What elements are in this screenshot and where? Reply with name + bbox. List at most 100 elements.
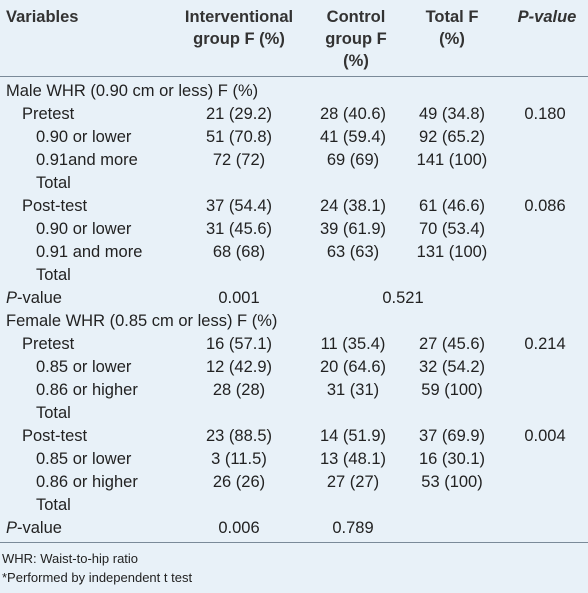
total-cell: 27 (45.6)	[418, 335, 486, 353]
header-interventional-line2: group F (%)	[193, 30, 285, 48]
table-row: Male WHR (0.90 cm or less) F (%)	[0, 80, 588, 103]
header-total-line2: (%)	[439, 30, 465, 48]
table-row: Female WHR (0.85 cm or less) F (%)	[0, 310, 588, 333]
table-row: 0.85 or lower 3 (11.5) 13 (48.1) 16 (30.1)	[0, 448, 588, 471]
total-cell: 59 (100)	[421, 381, 483, 399]
table-row: 0.91 and more 68 (68) 63 (63) 131 (100)	[0, 241, 588, 264]
pvalue-cell: 0.180	[524, 105, 566, 123]
row-label: Female WHR (0.85 cm or less) F (%)	[6, 312, 278, 330]
pvalue-control-cell: 0.521	[382, 289, 424, 307]
control-cell: 27 (27)	[326, 473, 380, 491]
pvalue-cell: 0.004	[524, 427, 566, 445]
footnote-whr: WHR: Waist-to-hip ratio	[2, 551, 139, 566]
table-row: 0.86 or higher 28 (28) 31 (31) 59 (100)	[0, 379, 588, 402]
table-row: Total	[0, 402, 588, 425]
control-cell: 39 (61.9)	[319, 220, 387, 238]
table-row: Post-test 23 (88.5) 14 (51.9) 37 (69.9) 0.00…	[0, 425, 588, 448]
row-label: 0.86 or higher	[36, 473, 138, 491]
header-interventional: Interventional group F (%)	[176, 6, 302, 50]
total-cell: 37 (69.9)	[418, 427, 486, 445]
header-rule	[0, 76, 588, 77]
interventional-cell: 31 (45.6)	[205, 220, 273, 238]
table-row: 0.85 or lower 12 (42.9) 20 (64.6) 32 (54.2)	[0, 356, 588, 379]
table-header: Variables Interventional group F (%) Con…	[0, 0, 588, 76]
bottom-rule	[0, 542, 588, 543]
control-cell: 0.789	[332, 519, 374, 537]
control-cell: 14 (51.9)	[319, 427, 387, 445]
header-control-line1: Control	[326, 8, 386, 26]
control-cell: 69 (69)	[326, 151, 380, 169]
footnote-ttest: *Performed by independent t test	[2, 570, 193, 585]
table-row: Total	[0, 494, 588, 517]
total-cell: 49 (34.8)	[418, 105, 486, 123]
row-label: 0.91 and more	[36, 243, 143, 261]
row-label: Total	[36, 174, 71, 192]
row-label: Pretest	[22, 105, 75, 123]
total-cell: 141 (100)	[416, 151, 488, 169]
pvalue-cell: 0.214	[524, 335, 566, 353]
control-cell: 63 (63)	[326, 243, 380, 261]
header-pvalue: P-value	[512, 6, 582, 28]
table-row: Pretest 16 (57.1) 11 (35.4) 27 (45.6) 0.214	[0, 333, 588, 356]
table-row: Total	[0, 172, 588, 195]
interventional-cell: 26 (26)	[212, 473, 266, 491]
row-label: Male WHR (0.90 cm or less) F (%)	[6, 82, 259, 100]
interventional-cell: 0.001	[218, 289, 260, 307]
interventional-cell: 72 (72)	[212, 151, 266, 169]
interventional-cell: 12 (42.9)	[205, 358, 273, 376]
header-control-line3: (%)	[343, 52, 369, 70]
row-label: Total	[36, 404, 71, 422]
table-row: P-value 0.001 0.521	[0, 287, 588, 310]
interventional-cell: 16 (57.1)	[205, 335, 273, 353]
header-variables: Variables	[6, 8, 79, 26]
total-cell: 131 (100)	[416, 243, 488, 261]
row-label: 0.91and more	[36, 151, 138, 169]
table-row: 0.90 or lower 51 (70.8) 41 (59.4) 92 (65.2)	[0, 126, 588, 149]
interventional-cell: 68 (68)	[212, 243, 266, 261]
row-label: P-value	[6, 519, 62, 537]
control-cell: 28 (40.6)	[319, 105, 387, 123]
table-row: Pretest 21 (29.2) 28 (40.6) 49 (34.8) 0.180	[0, 103, 588, 126]
control-cell: 13 (48.1)	[319, 450, 387, 468]
interventional-cell: 28 (28)	[212, 381, 266, 399]
header-pvalue-text: P-value	[517, 8, 577, 26]
interventional-cell: 3 (11.5)	[211, 450, 267, 468]
row-label: P-value	[6, 289, 62, 307]
control-cell: 41 (59.4)	[319, 128, 387, 146]
total-cell: 53 (100)	[421, 473, 483, 491]
total-cell: 32 (54.2)	[418, 358, 486, 376]
table-row: 0.86 or higher 26 (26) 27 (27) 53 (100)	[0, 471, 588, 494]
header-interventional-line1: Interventional	[184, 8, 294, 26]
table-row: 0.91and more 72 (72) 69 (69) 141 (100)	[0, 149, 588, 172]
table-row: 0.90 or lower 31 (45.6) 39 (61.9) 70 (53.4)	[0, 218, 588, 241]
total-cell: 61 (46.6)	[418, 197, 486, 215]
table-row: Total	[0, 264, 588, 287]
control-cell: 11 (35.4)	[320, 335, 386, 353]
header-total: Total F (%)	[412, 6, 492, 50]
table-row: P-value 0.006 0.789	[0, 517, 588, 540]
row-label: 0.85 or lower	[36, 450, 132, 468]
total-cell: 70 (53.4)	[418, 220, 486, 238]
pvalue-cell: 0.086	[524, 197, 566, 215]
row-label: 0.86 or higher	[36, 381, 138, 399]
header-total-line1: Total F	[425, 8, 479, 26]
row-label: Total	[36, 496, 71, 514]
interventional-cell: 37 (54.4)	[205, 197, 273, 215]
control-cell: 24 (38.1)	[319, 197, 387, 215]
row-label: Total	[36, 266, 71, 284]
row-label: 0.90 or lower	[36, 128, 132, 146]
row-label: Post-test	[22, 197, 88, 215]
row-label: 0.85 or lower	[36, 358, 132, 376]
control-cell: 31 (31)	[326, 381, 380, 399]
header-control-line2: group F	[325, 30, 387, 48]
header-control: Control group F (%)	[314, 6, 398, 72]
total-cell: 16 (30.1)	[418, 450, 486, 468]
row-label: Post-test	[22, 427, 88, 445]
total-cell: 92 (65.2)	[418, 128, 486, 146]
interventional-cell: 51 (70.8)	[205, 128, 273, 146]
interventional-cell: 0.006	[218, 519, 260, 537]
row-label: 0.90 or lower	[36, 220, 132, 238]
interventional-cell: 21 (29.2)	[205, 105, 273, 123]
row-label: Pretest	[22, 335, 75, 353]
control-cell: 20 (64.6)	[319, 358, 387, 376]
